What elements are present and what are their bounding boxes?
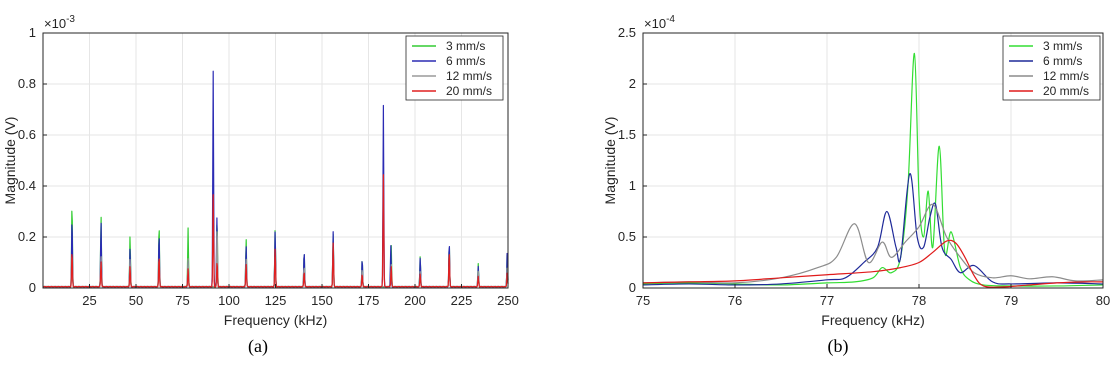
- chart-b-xtick-label: 79: [1004, 293, 1018, 308]
- chart-a-ytick-label: 0.6: [18, 127, 36, 142]
- chart-b-legend-label-2: 12 mm/s: [1043, 69, 1089, 83]
- chart-a-y-exponent-power: -3: [66, 14, 75, 25]
- chart-b-legend-label-1: 6 mm/s: [1043, 54, 1082, 68]
- chart-b-ytick-label: 2.5: [618, 25, 636, 40]
- chart-a-ytick-label: 0.8: [18, 76, 36, 91]
- chart-a-xtick-label: 200: [404, 293, 426, 308]
- chart-a-y-exponent: ×10-3: [44, 14, 75, 31]
- chart-b-series-line-0: [642, 52, 1104, 287]
- chart-b-y-exponent-power: -4: [666, 14, 675, 25]
- chart-a-legend-label-1: 6 mm/s: [446, 54, 485, 68]
- chart-a-caption: (a): [248, 336, 268, 357]
- chart-b-legend: 3 mm/s6 mm/s12 mm/s20 mm/s: [1002, 35, 1101, 101]
- chart-a-xtick-label: 75: [175, 293, 189, 308]
- chart-a-xtick-label: 250: [497, 293, 519, 308]
- chart-a-xtick-label: 25: [82, 293, 96, 308]
- chart-a-xtick-label: 150: [311, 293, 333, 308]
- chart-b-ytick-label: 0: [629, 280, 636, 295]
- chart-a-xlabel: Frequency (kHz): [224, 312, 327, 328]
- chart-a-ytick-label: 1: [29, 25, 36, 40]
- chart-a-ylabel: Magnitude (V): [2, 117, 18, 205]
- chart-a-ytick-label: 0: [29, 280, 36, 295]
- chart-a-legend-label-2: 12 mm/s: [446, 69, 492, 83]
- chart-a-series-line-3: [42, 174, 509, 288]
- chart-b-xtick-label: 75: [636, 293, 650, 308]
- chart-a-xtick-label: 100: [218, 293, 240, 308]
- chart-panel-a: 25 50 75 100 125 150 175 200 225 250 0 0.2 0.4 0.6 0.8…: [2, 14, 519, 357]
- chart-b-series-line-3: [642, 239, 1104, 288]
- chart-b-axes-box: [642, 32, 1104, 289]
- chart-b-xlabel: Frequency (kHz): [821, 312, 924, 328]
- chart-b-ytick-label: 1: [629, 178, 636, 193]
- chart-b-ytick-label: 1.5: [618, 127, 636, 142]
- chart-a-legend-label-0: 3 mm/s: [446, 39, 485, 53]
- chart-b-ytick-label: 2: [629, 76, 636, 91]
- chart-a-legend-label-3: 20 mm/s: [446, 84, 492, 98]
- chart-b-legend-label-0: 3 mm/s: [1043, 39, 1082, 53]
- chart-a-xtick-label: 50: [129, 293, 143, 308]
- chart-panel-b: 75 76 77 78 79 80 0 0.5 1 1.5 2 2.5 ×10-4 Frequency (…: [602, 14, 1110, 357]
- chart-a-xtick-label: 125: [265, 293, 287, 308]
- chart-b-caption: (b): [828, 336, 849, 357]
- chart-a-xtick-label: 175: [358, 293, 380, 308]
- chart-a-ytick-label: 0.4: [18, 178, 36, 193]
- chart-a-legend: 3 mm/s6 mm/s12 mm/s20 mm/s: [405, 35, 504, 101]
- chart-b-xtick-label: 77: [820, 293, 834, 308]
- chart-b-ytick-label: 0.5: [618, 229, 636, 244]
- chart-b-series-line-1: [642, 173, 1104, 286]
- chart-a-series: [42, 70, 509, 288]
- chart-b-legend-label-3: 20 mm/s: [1043, 84, 1089, 98]
- chart-b-series: [642, 52, 1104, 288]
- chart-a-xtick-label: 225: [451, 293, 473, 308]
- chart-b-xtick-label: 76: [728, 293, 742, 308]
- chart-b-ylabel: Magnitude (V): [602, 117, 618, 205]
- chart-b-y-exponent: ×10-4: [644, 14, 675, 31]
- chart-b-series-line-2: [642, 203, 1104, 284]
- chart-b-xtick-label: 78: [912, 293, 926, 308]
- chart-b-xtick-label: 80: [1096, 293, 1110, 308]
- chart-a-ytick-label: 0.2: [18, 229, 36, 244]
